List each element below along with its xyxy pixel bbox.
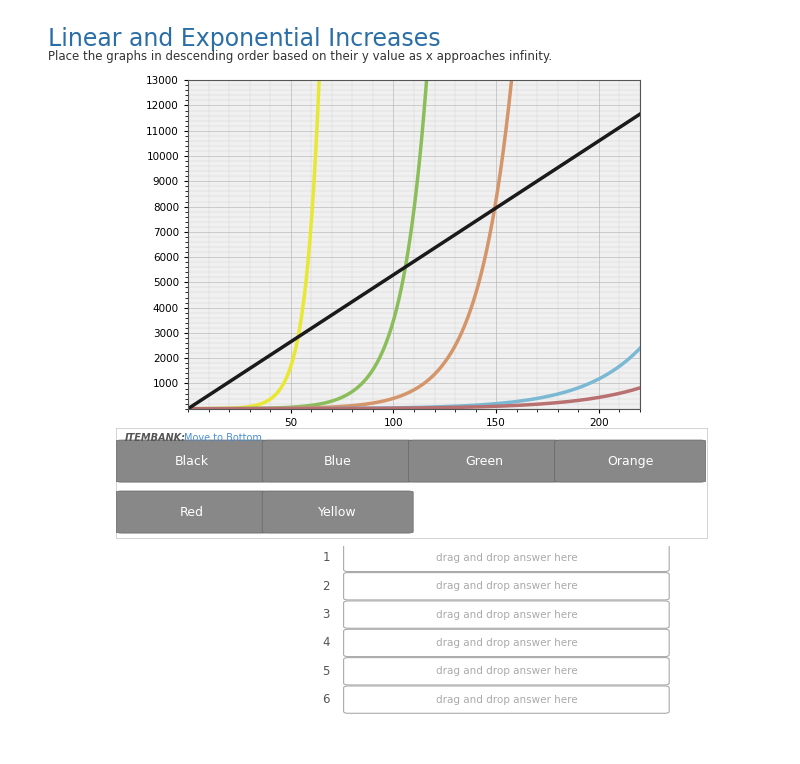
Text: Orange: Orange — [607, 455, 654, 468]
FancyBboxPatch shape — [344, 658, 669, 685]
Text: drag and drop answer here: drag and drop answer here — [435, 581, 578, 591]
FancyBboxPatch shape — [409, 440, 559, 482]
Text: drag and drop answer here: drag and drop answer here — [435, 638, 578, 648]
FancyBboxPatch shape — [116, 491, 267, 533]
Text: Black: Black — [174, 455, 209, 468]
Text: Move to Bottom: Move to Bottom — [184, 433, 262, 443]
Text: ITEMBANK:: ITEMBANK: — [125, 433, 186, 443]
Text: 1: 1 — [322, 552, 330, 565]
Text: Green: Green — [465, 455, 503, 468]
Text: 6: 6 — [322, 693, 330, 706]
FancyBboxPatch shape — [554, 440, 706, 482]
FancyBboxPatch shape — [262, 440, 413, 482]
FancyBboxPatch shape — [344, 686, 669, 714]
Text: 5: 5 — [322, 665, 330, 678]
Text: drag and drop answer here: drag and drop answer here — [435, 610, 578, 620]
Text: 4: 4 — [322, 636, 330, 649]
Text: drag and drop answer here: drag and drop answer here — [435, 666, 578, 676]
FancyBboxPatch shape — [344, 630, 669, 656]
Text: Blue: Blue — [324, 455, 351, 468]
Text: Place the graphs in descending order based on their y value as x approaches infi: Place the graphs in descending order bas… — [48, 50, 552, 63]
Text: Yellow: Yellow — [318, 506, 357, 519]
FancyBboxPatch shape — [116, 440, 267, 482]
FancyBboxPatch shape — [344, 544, 669, 571]
FancyBboxPatch shape — [344, 572, 669, 600]
FancyBboxPatch shape — [262, 491, 413, 533]
Text: Linear and Exponential Increases: Linear and Exponential Increases — [48, 27, 441, 50]
FancyBboxPatch shape — [344, 601, 669, 628]
Text: drag and drop answer here: drag and drop answer here — [435, 694, 578, 704]
Text: Red: Red — [179, 506, 203, 519]
Text: 3: 3 — [322, 608, 330, 621]
Text: drag and drop answer here: drag and drop answer here — [435, 553, 578, 563]
Text: 2: 2 — [322, 580, 330, 593]
